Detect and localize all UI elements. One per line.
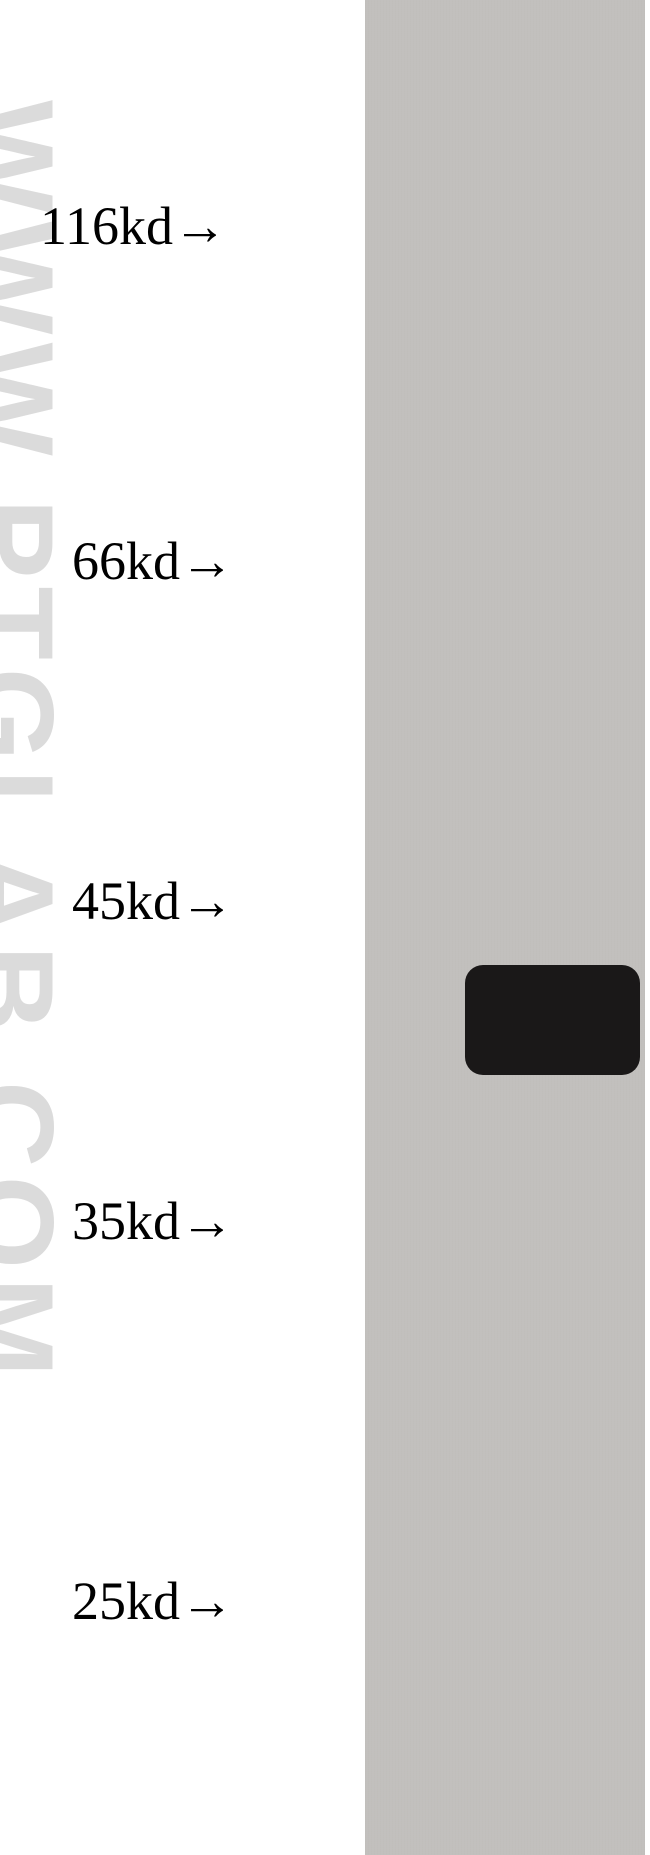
mw-label-35kd: 35kd→ bbox=[72, 1190, 234, 1252]
molecular-weight-labels: 116kd→ 66kd→ 45kd→ 35kd→ 25kd→ bbox=[0, 0, 350, 1855]
mw-value: 45kd→ bbox=[72, 871, 234, 931]
mw-label-25kd: 25kd→ bbox=[72, 1570, 234, 1632]
mw-value: 25kd→ bbox=[72, 1571, 234, 1631]
mw-value: 35kd→ bbox=[72, 1191, 234, 1251]
western-blot-figure: WWW.PTGLAB.COM 116kd→ 66kd→ 45kd→ 35kd→ … bbox=[0, 0, 650, 1855]
mw-label-66kd: 66kd→ bbox=[72, 530, 234, 592]
mw-value: 66kd→ bbox=[72, 531, 234, 591]
protein-band bbox=[465, 965, 640, 1075]
mw-label-45kd: 45kd→ bbox=[72, 870, 234, 932]
mw-label-116kd: 116kd→ bbox=[40, 195, 227, 257]
blot-lane bbox=[365, 0, 645, 1855]
mw-value: 116kd→ bbox=[40, 196, 227, 256]
